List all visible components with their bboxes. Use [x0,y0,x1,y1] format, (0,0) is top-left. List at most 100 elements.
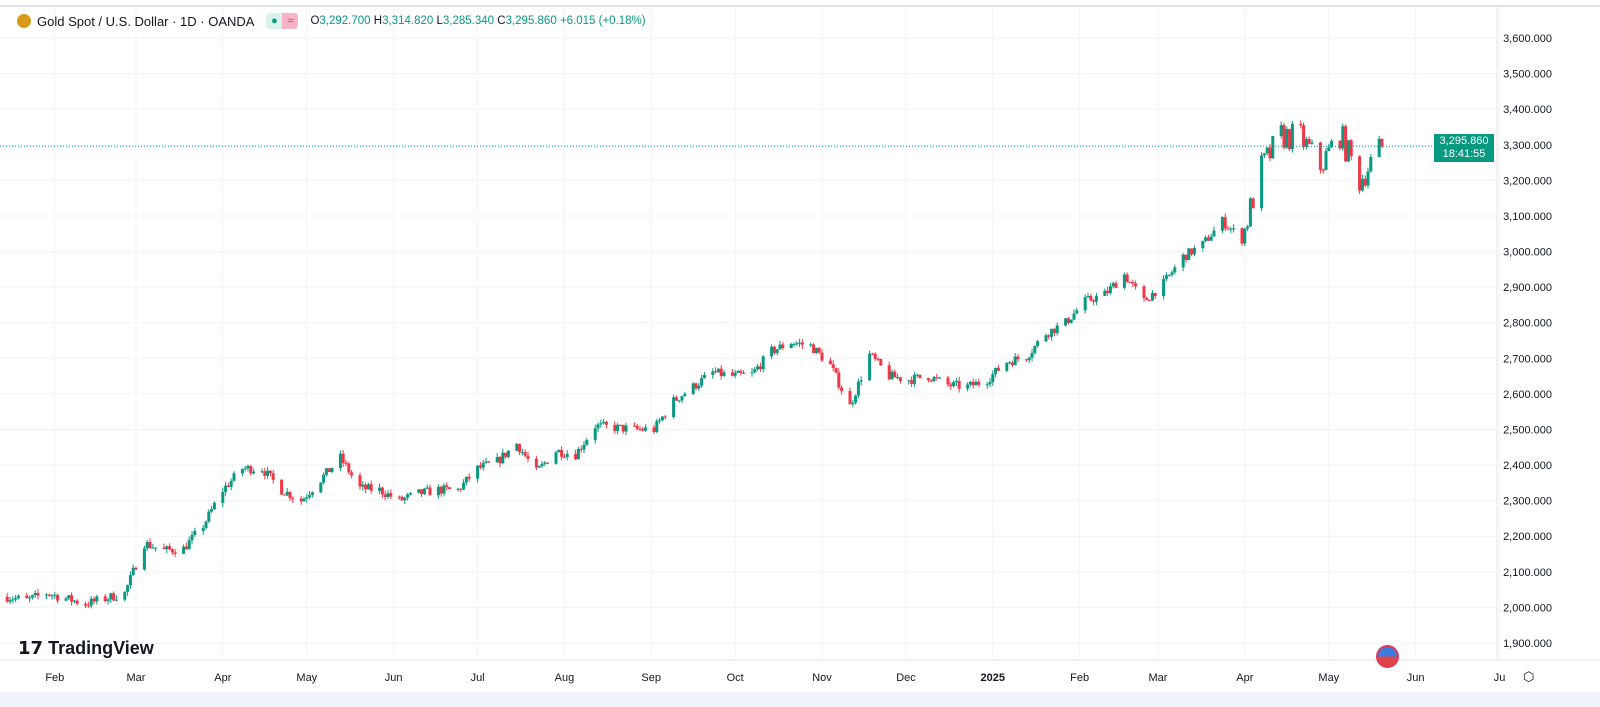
candle-down [758,366,762,370]
candle-down [1302,125,1306,147]
candle-down [327,468,331,472]
candle-down [184,546,188,550]
candle-up [28,597,32,599]
candle-down [1223,217,1227,229]
candle-up [123,591,127,600]
candle-down [663,416,667,418]
candle-up [585,439,589,445]
candle-up [1212,230,1216,237]
candle-up [974,381,978,386]
candle-down [1240,228,1244,244]
candle-up [89,598,93,606]
candle-up [14,597,18,600]
candle-down [112,593,116,601]
candle-down [1016,356,1020,360]
candle-down [389,493,393,497]
candle-up [151,547,155,549]
symbol-title[interactable]: Gold Spot / U.S. Dollar · 1D · OANDA [37,13,255,29]
y-tick-label: 2,400.000 [1503,460,1552,472]
y-tick-label: 2,600.000 [1503,389,1552,401]
x-tick-label: Jun [385,672,403,684]
candle-down [772,346,776,353]
candle-down [397,496,401,498]
candle-down [1282,125,1286,148]
candle-up [1005,362,1009,371]
x-tick-label: 2025 [981,672,1005,684]
candle-down [910,380,914,384]
candle-up [907,380,911,382]
candle-up [456,488,460,490]
y-tick-label: 1,900.000 [1503,638,1552,650]
candle-down [445,485,449,488]
candle-up [890,371,894,380]
candle-up [616,424,620,432]
candle-down [288,491,292,499]
candle-down [742,372,746,374]
tradingview-logo[interactable]: 𝟭𝟳 TradingView [18,638,154,658]
x-tick-label: May [1318,672,1339,684]
candle-up [221,491,225,503]
candle-up [554,452,558,464]
candle-down [47,594,51,596]
candle-up [403,497,407,501]
candle-up [8,600,12,602]
status-pill[interactable]: ● ≈ [266,13,299,29]
candle-down [562,456,566,458]
candle-up [624,425,628,432]
candle-down [1206,237,1210,241]
candle-down [876,358,880,360]
candle-up [602,421,606,424]
candle-down [92,598,96,602]
candle-up [660,416,664,421]
candle-up [1064,318,1068,326]
candle-down [1344,126,1348,162]
candle-up [95,596,99,602]
candle-up [240,469,244,474]
candle-up [422,488,426,495]
candle-down [831,364,835,369]
candle-down [478,465,482,468]
candle-up [305,497,309,499]
candle-up [319,482,323,493]
candle-up [417,489,421,493]
candle-up [30,595,34,598]
candle-down [271,473,275,480]
candle-up [1377,138,1381,158]
candle-down [1190,248,1194,255]
candle-down [420,489,424,495]
candle-up [775,349,779,353]
settings-gear-icon[interactable]: ⬡ [1523,669,1535,684]
candle-up [126,585,130,592]
candle-up [1304,139,1308,147]
candle-up [106,599,110,601]
candle-up [44,594,48,596]
x-tick-label: Aug [555,672,575,684]
candle-up [436,486,440,496]
candle-up [408,492,412,495]
candle-up [985,384,989,386]
candle-up [1013,356,1017,366]
candle-up [543,462,547,464]
candle-up [1086,295,1090,298]
candle-up [576,448,580,460]
candle-up [204,521,208,529]
candle-up [1232,228,1236,230]
candle-up [1150,292,1154,301]
candle-down [1134,283,1138,287]
candle-up [1209,236,1213,241]
candle-down [268,470,272,474]
candle-up [1008,362,1012,364]
candle-down [618,424,622,426]
candle-up [854,395,858,403]
candle-down [546,462,550,464]
candle-up [680,396,684,401]
candle-down [730,372,734,376]
candle-up [655,421,659,432]
candle-up [770,346,774,357]
candle-up [700,378,704,386]
us-event-flag-icon[interactable] [1376,645,1399,668]
candle-up [330,467,334,472]
candle-down [1184,254,1188,260]
x-tick-label: Mar [127,672,146,684]
